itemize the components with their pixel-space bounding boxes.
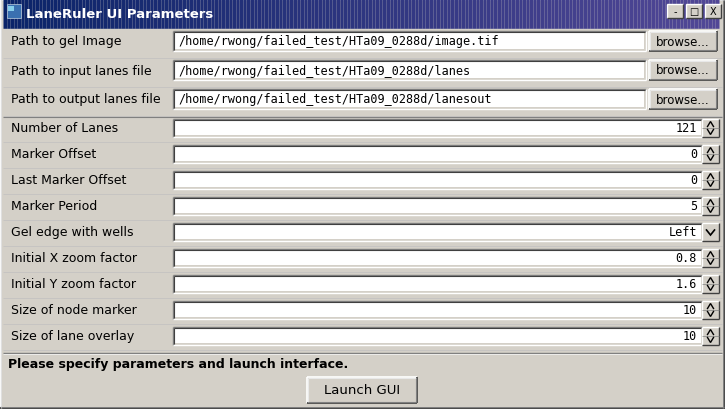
Bar: [175, 63, 644, 79]
Bar: [175, 303, 701, 317]
Bar: [705, 5, 721, 19]
Bar: [175, 148, 701, 162]
Text: browse...: browse...: [656, 36, 710, 48]
Text: Launch GUI: Launch GUI: [324, 384, 400, 397]
Bar: [702, 172, 719, 189]
Text: /home/rwong/failed_test/HTa09_0288d/image.tif: /home/rwong/failed_test/HTa09_0288d/imag…: [178, 36, 499, 48]
Bar: [175, 34, 644, 50]
Text: 0: 0: [690, 148, 697, 161]
Text: X: X: [710, 7, 716, 17]
Text: /home/rwong/failed_test/HTa09_0288d/lanesout: /home/rwong/failed_test/HTa09_0288d/lane…: [178, 93, 492, 106]
Bar: [702, 120, 719, 138]
Text: Left: Left: [668, 226, 697, 239]
Text: Last Marker Offset: Last Marker Offset: [11, 174, 126, 187]
Text: Size of node marker: Size of node marker: [11, 304, 137, 317]
Text: □: □: [689, 7, 699, 17]
Bar: [686, 5, 702, 19]
Text: LaneRuler UI Parameters: LaneRuler UI Parameters: [26, 7, 213, 20]
Bar: [175, 92, 644, 108]
Bar: [175, 329, 701, 343]
Text: Number of Lanes: Number of Lanes: [11, 122, 118, 135]
Text: Path to input lanes file: Path to input lanes file: [11, 64, 152, 77]
Bar: [175, 200, 701, 213]
Text: -: -: [674, 7, 676, 17]
Text: Path to gel Image: Path to gel Image: [11, 36, 122, 48]
Bar: [3, 354, 722, 374]
Bar: [175, 173, 701, 188]
Bar: [175, 122, 701, 136]
Text: Please specify parameters and launch interface.: Please specify parameters and launch int…: [8, 357, 348, 371]
Text: 0: 0: [690, 174, 697, 187]
Bar: [702, 249, 719, 267]
Text: 5: 5: [690, 200, 697, 213]
Text: Size of lane overlay: Size of lane overlay: [11, 330, 134, 343]
Bar: [702, 275, 719, 293]
Text: 1.6: 1.6: [676, 278, 697, 291]
Text: Marker Offset: Marker Offset: [11, 148, 96, 161]
Bar: [7, 5, 21, 19]
Text: 10: 10: [683, 304, 697, 317]
Text: browse...: browse...: [656, 64, 710, 77]
Bar: [702, 146, 719, 164]
Bar: [702, 223, 719, 241]
Bar: [702, 327, 719, 345]
Text: browse...: browse...: [656, 93, 710, 106]
Text: Path to output lanes file: Path to output lanes file: [11, 93, 161, 106]
Text: Marker Period: Marker Period: [11, 200, 97, 213]
Bar: [175, 225, 701, 239]
Text: 10: 10: [683, 330, 697, 343]
Text: Initial X zoom factor: Initial X zoom factor: [11, 252, 137, 265]
Text: 0.8: 0.8: [676, 252, 697, 265]
Bar: [649, 61, 717, 81]
Bar: [175, 277, 701, 291]
Bar: [649, 90, 717, 110]
Text: Gel edge with wells: Gel edge with wells: [11, 226, 133, 239]
Bar: [667, 5, 683, 19]
Text: /home/rwong/failed_test/HTa09_0288d/lanes: /home/rwong/failed_test/HTa09_0288d/lane…: [178, 64, 470, 77]
Bar: [649, 32, 717, 52]
Bar: [702, 301, 719, 319]
Text: 121: 121: [676, 122, 697, 135]
Bar: [307, 377, 418, 403]
Bar: [175, 252, 701, 265]
Bar: [8, 7, 14, 12]
Text: Initial Y zoom factor: Initial Y zoom factor: [11, 278, 136, 291]
Bar: [702, 198, 719, 216]
